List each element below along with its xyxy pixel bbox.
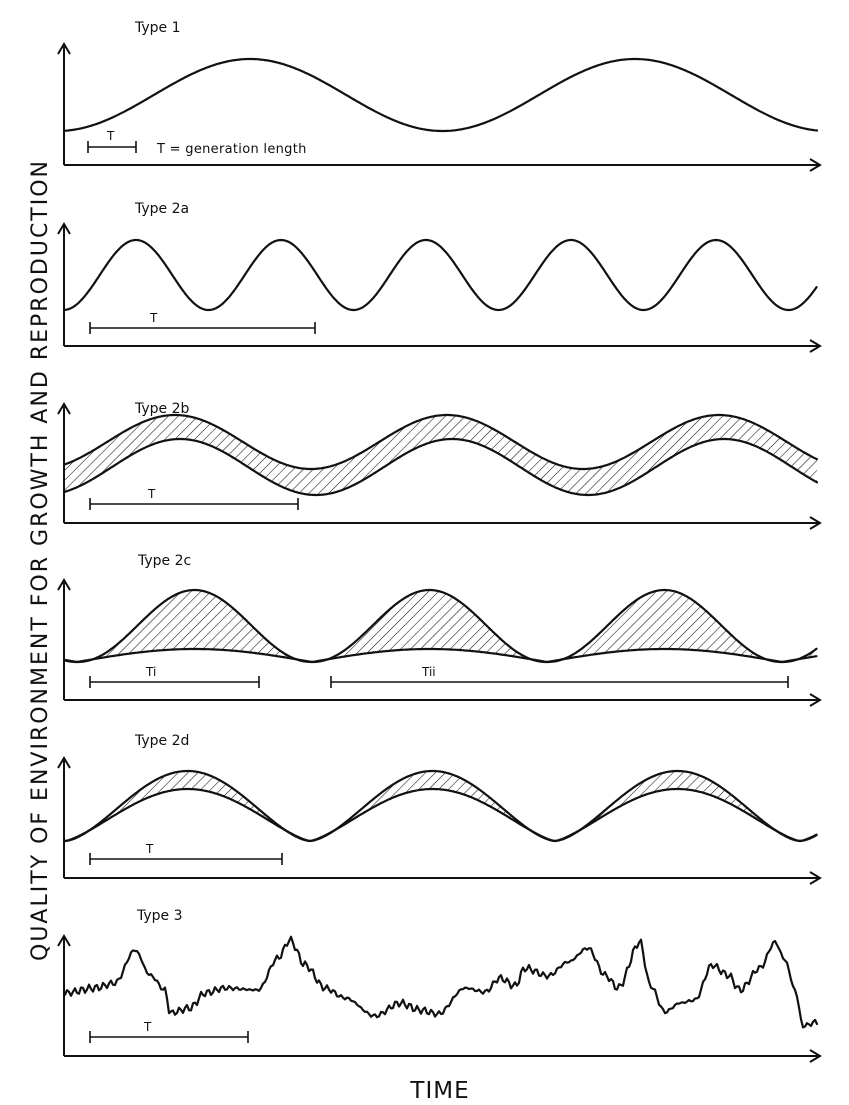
generation-length-bar xyxy=(89,498,299,510)
hatched-band xyxy=(65,771,817,841)
generation-length-label: T xyxy=(147,487,156,501)
generation-length-label: T xyxy=(149,311,158,325)
x-axis xyxy=(64,339,822,353)
generation-length-note: T = generation length xyxy=(156,142,307,157)
generation-length-label-1: Ti xyxy=(145,665,156,679)
generation-length-label: T xyxy=(143,1020,152,1034)
upper-curve xyxy=(63,588,818,664)
environment-curve xyxy=(63,238,818,312)
panel-title: Type 1 xyxy=(134,20,181,36)
generation-length-bar-2 xyxy=(330,676,789,688)
generation-length-bar-1 xyxy=(89,676,260,688)
upper-curve xyxy=(63,413,819,471)
x-axis xyxy=(64,693,822,707)
y-axis xyxy=(57,402,71,523)
upper-curve xyxy=(63,769,818,843)
hatched-band xyxy=(65,415,817,495)
panel-title: Type 2a xyxy=(134,201,189,217)
x-axis xyxy=(64,516,822,530)
x-axis xyxy=(64,1049,822,1063)
panel-title: Type 2b xyxy=(134,401,190,417)
x-axis-label: TIME xyxy=(409,1078,469,1104)
environment-curve xyxy=(63,57,819,133)
hatched-band xyxy=(65,590,817,662)
panel-title: Type 2d xyxy=(134,733,189,749)
panel-type-1: Type 1 T T = generation length xyxy=(57,20,822,172)
y-axis xyxy=(57,222,71,346)
lower-curve xyxy=(63,787,818,843)
generation-length-label: T xyxy=(145,842,154,856)
panel-type-2b: Type 2b T xyxy=(57,401,822,530)
generation-length-bar xyxy=(89,1031,249,1043)
lower-curve xyxy=(63,647,818,664)
panel-type-3: Type 3 T xyxy=(57,908,822,1063)
y-axis xyxy=(57,42,71,165)
panel-title: Type 2c xyxy=(137,553,191,569)
lower-curve xyxy=(63,437,819,497)
y-axis xyxy=(57,578,71,700)
generation-length-bar xyxy=(89,853,283,865)
y-axis xyxy=(57,756,71,878)
generation-length-label-2: Tii xyxy=(421,665,436,679)
x-axis xyxy=(64,158,822,172)
y-axis-label: QUALITY OF ENVIRONMENT FOR GROWTH AND RE… xyxy=(28,159,53,961)
panel-type-2a: Type 2a T xyxy=(57,201,822,353)
x-axis xyxy=(64,871,822,885)
panel-type-2d: Type 2d T xyxy=(57,733,822,885)
generation-length-label: T xyxy=(106,129,115,143)
panel-type-2c: Type 2c Ti Tii xyxy=(57,553,822,707)
panel-title: Type 3 xyxy=(136,908,183,924)
generation-length-bar xyxy=(87,141,137,153)
y-axis xyxy=(57,934,71,1056)
generation-length-bar xyxy=(89,322,316,334)
environment-curve xyxy=(63,935,819,1029)
